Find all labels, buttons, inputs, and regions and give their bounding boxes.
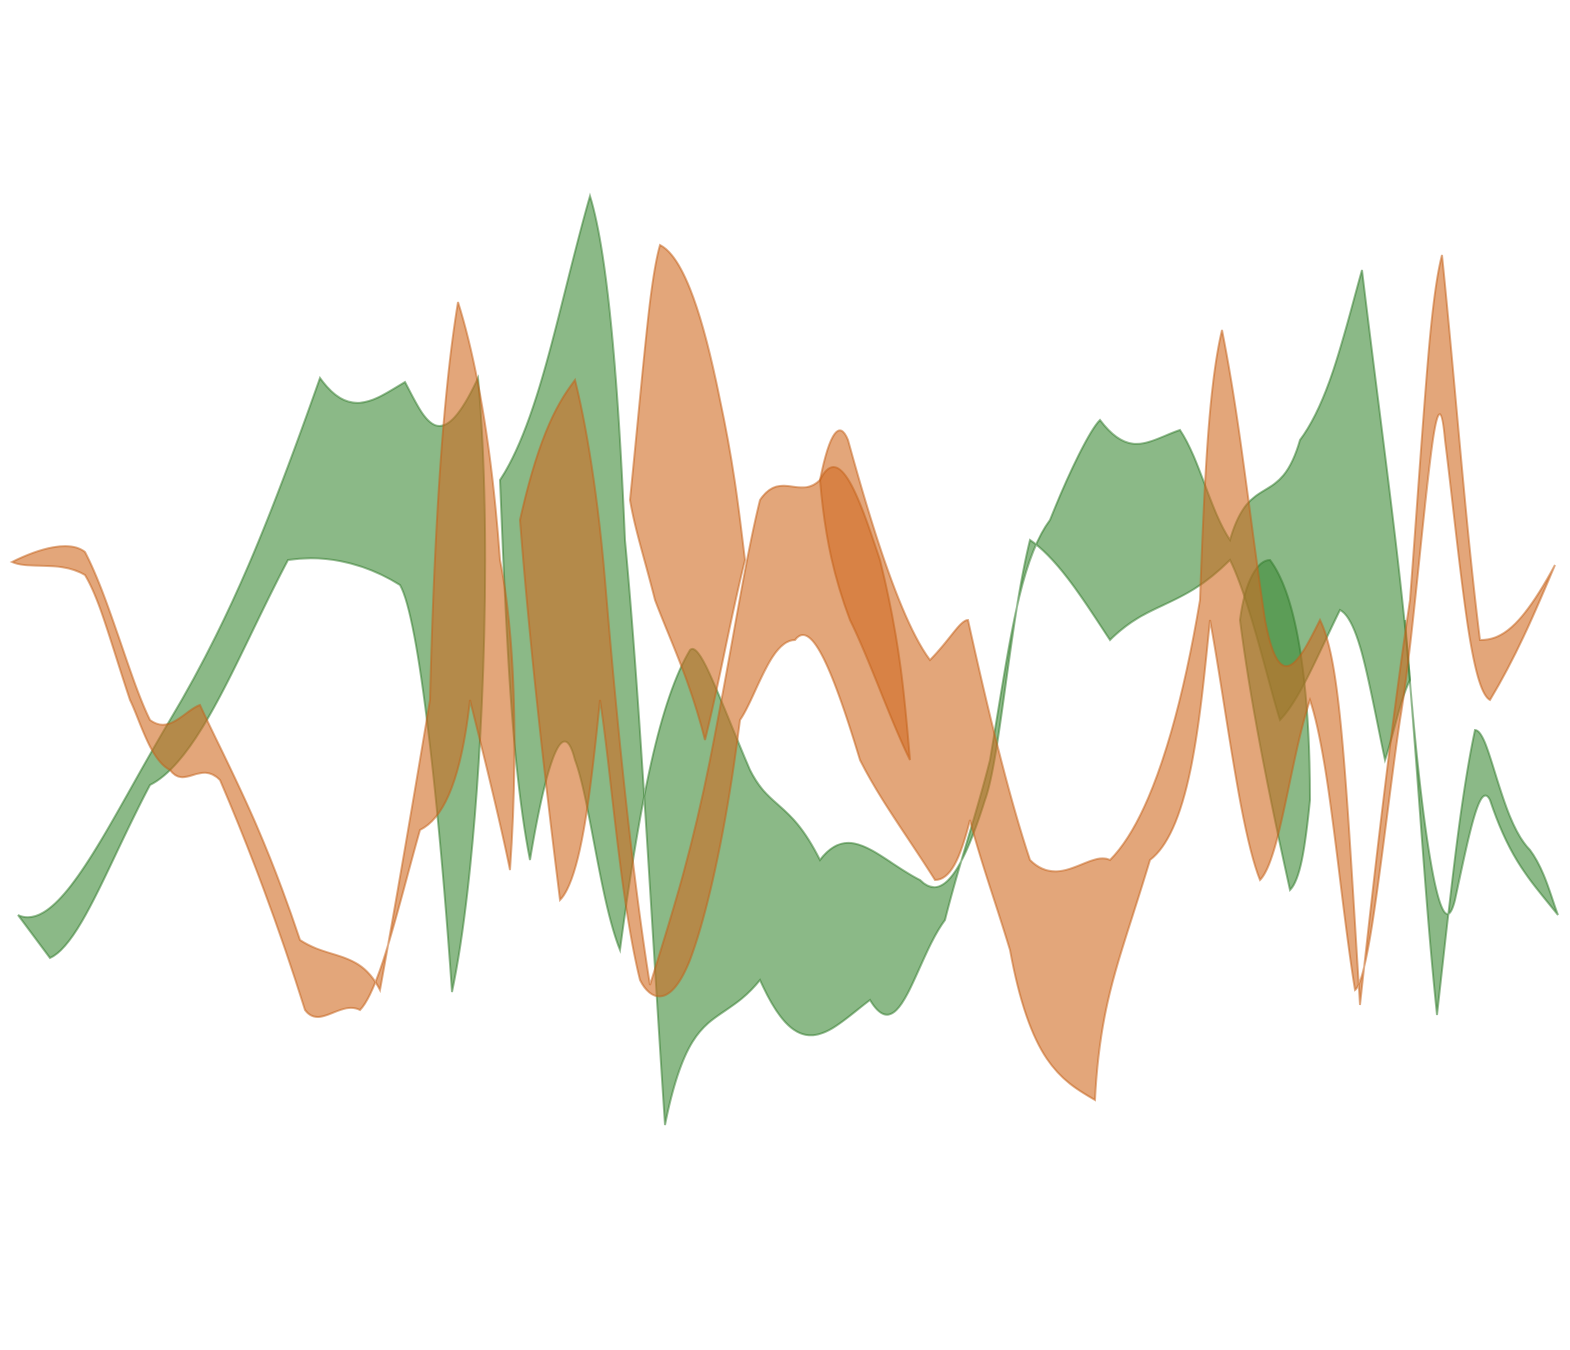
orange-ribbon: [628, 243, 747, 741]
green-ribbon: [1404, 619, 1559, 1016]
green-ribbon: [17, 374, 487, 993]
orange-ribbon: [818, 466, 911, 761]
orange-ribbon: [518, 254, 1556, 1102]
orange-ribbon: [9, 301, 516, 1018]
